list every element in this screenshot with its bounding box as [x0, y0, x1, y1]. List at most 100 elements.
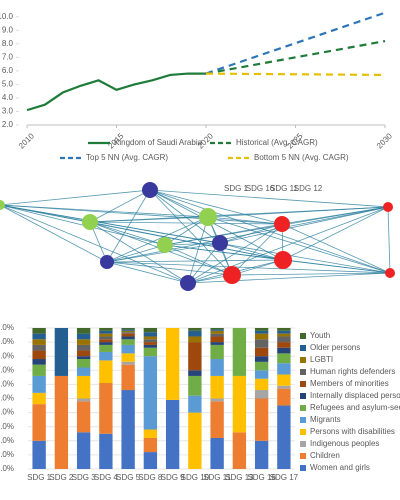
bar-segment — [254, 347, 269, 357]
edge — [149, 189, 284, 261]
bar-segment — [210, 401, 224, 438]
legend-label: Human rights defenders — [310, 367, 395, 376]
bar-segment — [54, 328, 69, 376]
bar-segment — [121, 329, 135, 331]
node — [199, 208, 217, 226]
edge — [207, 216, 391, 274]
y-tick-label: 100.0% — [0, 323, 14, 332]
y-tick-label: 5.0 — [2, 80, 14, 89]
bar-segment — [232, 375, 247, 433]
bar-segment — [99, 344, 113, 352]
legend-label: Historical (Avg. CAGR) — [236, 138, 318, 147]
edge — [106, 259, 284, 263]
bar-segment — [143, 452, 158, 469]
legend-swatch — [300, 369, 306, 375]
legend-label: Youth — [310, 331, 330, 340]
bar-segment — [99, 330, 113, 334]
bar-segment — [99, 333, 113, 337]
x-tick-label: 2010 — [17, 131, 36, 150]
legend-swatch — [300, 465, 306, 471]
bar-segment — [99, 328, 113, 331]
edge — [0, 204, 391, 274]
edge — [0, 204, 283, 225]
node — [212, 235, 228, 251]
node — [383, 202, 393, 212]
bar-segment — [210, 375, 224, 399]
bar-segment — [254, 333, 269, 340]
bar-segment — [99, 342, 113, 345]
edge — [231, 272, 391, 276]
bar-segment — [76, 401, 91, 433]
bar-segment — [143, 347, 158, 357]
bar-segment — [99, 336, 113, 340]
bar-segment — [99, 360, 113, 383]
bar-segment — [188, 395, 202, 413]
bar-segment — [232, 328, 247, 376]
edge — [0, 204, 189, 284]
edge — [149, 189, 209, 218]
bar-segment — [254, 356, 269, 362]
edge — [282, 206, 389, 261]
node — [274, 251, 292, 269]
legend-label: Refugees and asylum-seekers — [310, 403, 400, 412]
edge — [0, 204, 166, 246]
bar-segment — [210, 437, 224, 469]
bar-segment — [121, 390, 135, 469]
x-tick-label: SDG 13 — [225, 473, 254, 482]
bar-segment — [143, 328, 158, 333]
bar-segment — [76, 359, 91, 368]
bar-segment — [32, 364, 46, 376]
bar-segment — [210, 342, 224, 345]
bar-segment — [277, 342, 291, 348]
bar-segment — [99, 339, 113, 343]
bar-segment — [121, 361, 135, 365]
bar-segment — [99, 351, 113, 361]
bar-segment — [32, 440, 46, 469]
node — [157, 237, 173, 253]
y-tick-label: 60.0% — [0, 380, 14, 389]
bar-segment — [121, 328, 135, 330]
bar-segment — [76, 432, 91, 469]
bar-segment — [277, 330, 291, 334]
edge — [106, 189, 151, 263]
node-label: SDG 11 — [270, 184, 298, 193]
legend-label: Bottom 5 NN (Avg. CAGR) — [254, 153, 349, 162]
bar-segment — [76, 375, 91, 399]
bar-segment — [188, 370, 202, 376]
y-tick-label: 8.0 — [2, 39, 14, 48]
node — [385, 268, 395, 278]
legend-label: Kingdom of Saudi Arabia — [114, 138, 203, 147]
x-tick-label: SDG 3 — [72, 473, 97, 482]
y-tick-label: 30.0% — [0, 422, 14, 431]
y-tick-label: 3.0 — [2, 107, 14, 116]
bar-segment — [121, 336, 135, 340]
y-tick-label: 40.0% — [0, 408, 14, 417]
edge — [207, 216, 283, 225]
bar-segment — [32, 344, 46, 351]
bar-segment — [143, 344, 158, 348]
bar-segment — [277, 353, 291, 364]
edge — [106, 261, 233, 276]
series-line — [26, 72, 206, 112]
bar-segment — [277, 363, 291, 375]
bar-segment — [32, 328, 46, 334]
y-tick-label: 0.0% — [0, 464, 14, 473]
bar-segment — [210, 359, 224, 376]
bar-segment — [76, 350, 91, 357]
x-tick-label: SDG 16 — [247, 473, 276, 482]
bar-segment — [188, 342, 202, 371]
x-tick-label: SDG 17 — [270, 473, 299, 482]
bar-segment — [143, 339, 158, 343]
legend-swatch — [300, 381, 306, 387]
bar-segment — [254, 440, 269, 469]
x-tick-label: SDG 9 — [161, 473, 186, 482]
legend-label: Migrants — [310, 415, 341, 424]
bar-segment — [254, 390, 269, 399]
bar-segment — [121, 344, 135, 354]
x-tick-label: SDG 8 — [138, 473, 163, 482]
bar-segment — [277, 328, 291, 331]
bar-segment — [254, 378, 269, 391]
x-tick-label: SDG 10 — [181, 473, 210, 482]
bar-segment — [210, 344, 224, 360]
edge — [219, 242, 284, 261]
